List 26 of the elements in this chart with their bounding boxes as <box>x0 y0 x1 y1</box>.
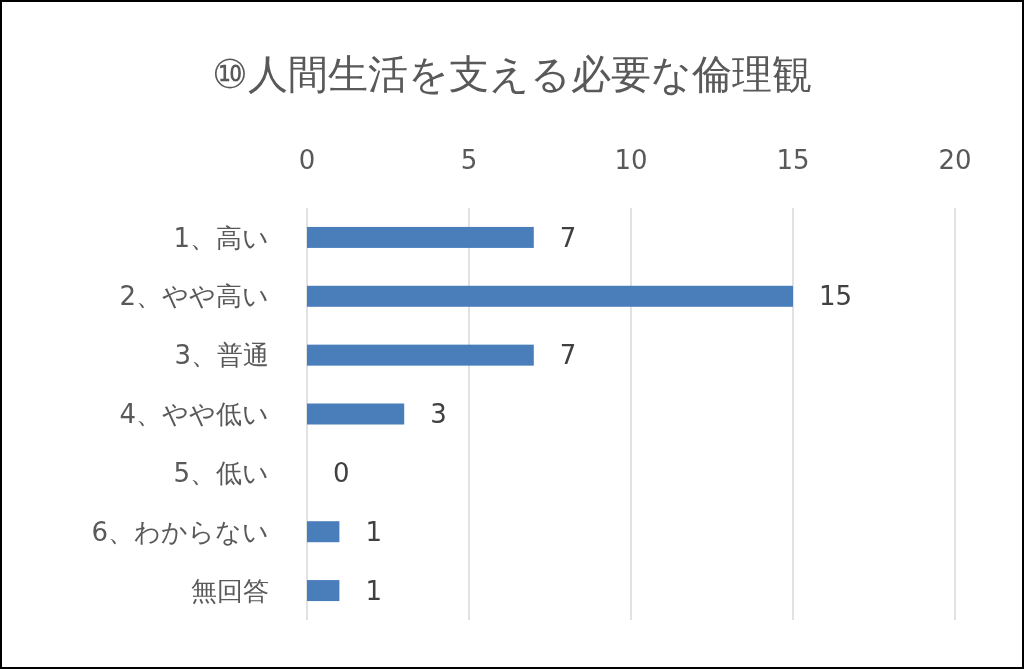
bar <box>307 580 340 602</box>
y-tick-label: 1、高い <box>173 222 269 253</box>
x-tick-label: 15 <box>776 145 810 176</box>
y-tick-label: 6、わからない <box>91 516 269 547</box>
y-tick-label: 無回答 <box>191 575 269 606</box>
x-tick-label: 0 <box>298 145 316 176</box>
y-tick-label: 5、低い <box>173 457 269 488</box>
bar <box>307 521 340 543</box>
data-label: 0 <box>333 457 350 488</box>
data-label: 1 <box>365 575 382 606</box>
bar <box>307 226 534 248</box>
y-tick-label: 4、やや低い <box>119 399 269 430</box>
y-tick-label: 3、普通 <box>174 340 269 371</box>
data-label: 1 <box>365 516 382 547</box>
chart-title: ⑩人間生活を支える必要な倫理観 <box>212 51 812 97</box>
y-tick-label: 2、やや高い <box>119 281 269 312</box>
x-tick-label: 10 <box>614 145 648 176</box>
data-label: 7 <box>559 222 577 253</box>
bar <box>307 285 793 307</box>
bar <box>307 403 405 425</box>
data-label: 15 <box>819 281 853 312</box>
data-label: 3 <box>430 399 447 430</box>
x-tick-label: 20 <box>938 145 972 176</box>
x-tick-label: 5 <box>460 145 478 176</box>
data-label: 7 <box>559 340 577 371</box>
bar <box>307 344 534 366</box>
